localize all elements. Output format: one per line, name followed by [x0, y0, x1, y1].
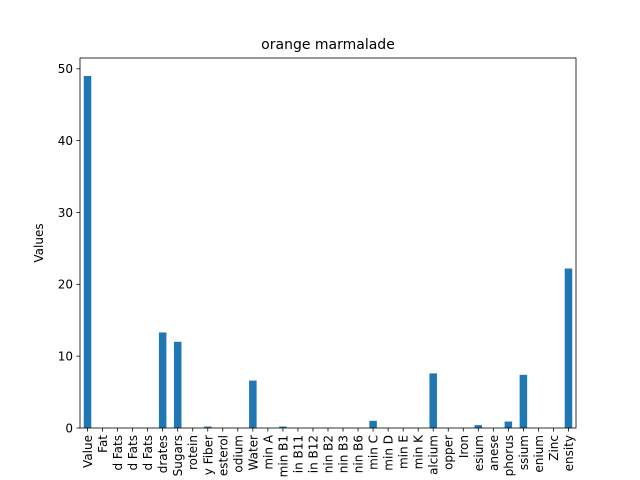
x-tick-label: Iron	[457, 435, 471, 458]
bar	[83, 75, 92, 428]
bar	[158, 332, 167, 428]
x-tick-label: anese	[487, 435, 501, 471]
x-tick-label: in B12	[306, 435, 320, 473]
x-tick-label: y Fiber	[201, 435, 215, 475]
x-tick-label: min C	[367, 435, 381, 470]
bar	[474, 425, 483, 428]
x-tick-label: Zinc	[547, 435, 561, 461]
x-tick-label: nin B6	[352, 435, 366, 473]
x-tick-label: enium	[532, 435, 546, 473]
y-tick-label: 40	[58, 134, 73, 148]
bars-group	[83, 75, 573, 428]
plot-frame	[79, 57, 577, 429]
x-tick-label: Fat	[96, 435, 110, 453]
x-tick-label: ssium	[517, 435, 531, 470]
x-tick-label: odium	[231, 435, 245, 473]
bar	[429, 373, 437, 428]
x-tick-label: opper	[442, 435, 456, 470]
x-tick-label: min K	[412, 434, 426, 469]
x-tick-label: d Fats	[126, 435, 140, 471]
y-tick-label: 30	[58, 206, 73, 220]
x-tick-label: Water	[246, 435, 260, 471]
x-tick-label: esterol	[216, 435, 230, 476]
bar	[249, 380, 257, 428]
x-tick-label: min D	[382, 435, 396, 471]
x-tick-label: alcium	[427, 435, 441, 475]
x-tick-label: nin B2	[322, 435, 336, 473]
x-tick-label: d Fats	[111, 435, 125, 471]
chart-title: orange marmalade	[261, 37, 395, 53]
x-tick-label: min B1	[276, 435, 290, 477]
x-ticks-group: Value Fat d Fats d Fats d Fats drates Sugars ro…	[81, 428, 576, 477]
x-tick-label: d Fats	[141, 435, 155, 471]
x-tick-label: drates	[156, 435, 170, 473]
bar	[204, 426, 212, 428]
y-tick-label: 50	[58, 62, 73, 76]
x-tick-label: esium	[472, 435, 486, 471]
x-tick-label: ensity	[562, 435, 576, 471]
x-tick-label: min E	[397, 435, 411, 469]
bar	[504, 421, 513, 428]
bar	[369, 420, 377, 428]
bar	[564, 268, 573, 428]
bar	[279, 426, 287, 428]
x-tick-label: Sugars	[171, 435, 185, 476]
x-tick-label: rotein	[186, 435, 200, 470]
y-tick-label: 10	[58, 349, 73, 363]
x-tick-label: Value	[81, 435, 95, 468]
y-tick-label: 20	[58, 278, 73, 292]
y-tick-label: 0	[65, 421, 73, 435]
bar	[519, 374, 528, 428]
x-tick-label: in B11	[291, 435, 305, 473]
y-ticks-group: 0 10 20 30 40 50	[58, 62, 80, 435]
x-tick-label: nin B3	[337, 435, 351, 473]
x-tick-label: phorus	[502, 435, 516, 476]
bar	[173, 341, 182, 428]
y-axis-label: Values	[32, 223, 46, 262]
x-tick-label: min A	[261, 434, 275, 469]
